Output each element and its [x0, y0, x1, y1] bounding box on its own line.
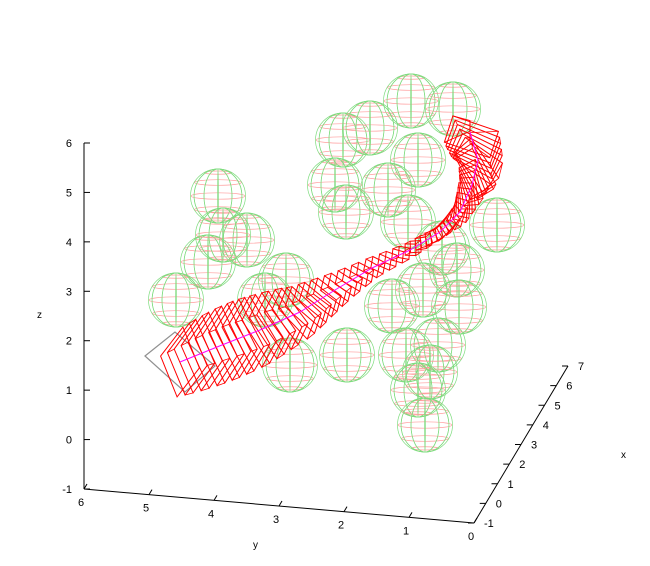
x-tick-label: 2 — [519, 459, 525, 471]
sphere — [318, 184, 374, 240]
sphere — [395, 262, 451, 318]
y-tick — [83, 483, 88, 490]
y-tick-label: 2 — [338, 520, 344, 532]
sphere — [315, 112, 371, 168]
sphere — [319, 327, 375, 383]
sphere — [410, 317, 466, 373]
sphere — [190, 168, 246, 224]
sphere — [262, 337, 318, 393]
y-tick-label: 3 — [273, 514, 279, 526]
z-tick-label: -1 — [62, 484, 72, 496]
y-tick — [473, 517, 478, 524]
y-tick — [148, 489, 153, 495]
y-tick-label: 5 — [143, 503, 149, 515]
z-tick-label: 5 — [66, 187, 72, 199]
sphere — [380, 194, 436, 250]
sphere — [397, 397, 453, 453]
sphere-wireframes — [148, 73, 525, 453]
x-tick-label: -1 — [484, 518, 494, 530]
sphere — [429, 242, 485, 298]
z-tick-label: 2 — [66, 336, 72, 348]
x-tick-label: 0 — [496, 498, 502, 510]
sphere — [390, 132, 446, 188]
sphere — [431, 279, 487, 335]
y-tick — [408, 512, 413, 518]
x-tick-label: 3 — [531, 440, 537, 452]
y-tick — [278, 500, 283, 507]
y-tick — [343, 506, 348, 512]
y-axis-label: y — [253, 540, 258, 551]
x-tick-label: 7 — [578, 361, 584, 373]
sphere — [360, 162, 416, 218]
sphere — [342, 100, 398, 156]
x-tick-label: 4 — [543, 420, 549, 432]
z-tick-label: 4 — [66, 237, 72, 249]
y-tick-label: 0 — [468, 531, 474, 543]
y-tick-label: 4 — [208, 508, 214, 520]
z-axis-label: z — [37, 310, 42, 321]
y-tick-label: 6 — [78, 497, 84, 509]
z-tick-label: 3 — [66, 286, 72, 298]
z-tick-label: 0 — [66, 435, 72, 447]
y-tick-label: 1 — [403, 525, 409, 537]
sphere — [148, 272, 204, 328]
centerline — [179, 131, 479, 363]
sphere — [402, 344, 458, 400]
y-tick — [213, 495, 218, 501]
sphere — [383, 73, 439, 129]
sphere — [469, 197, 525, 253]
tube-wireframe — [144, 115, 504, 398]
z-tick-label: 6 — [66, 138, 72, 150]
x-tick-label: 1 — [508, 479, 514, 491]
base-frame — [144, 331, 216, 393]
sphere — [195, 207, 251, 263]
x-tick-label: 6 — [566, 381, 572, 393]
x-axis-label: x — [621, 450, 626, 461]
z-tick-label: 1 — [66, 385, 72, 397]
x-tick-label: 5 — [555, 400, 561, 412]
